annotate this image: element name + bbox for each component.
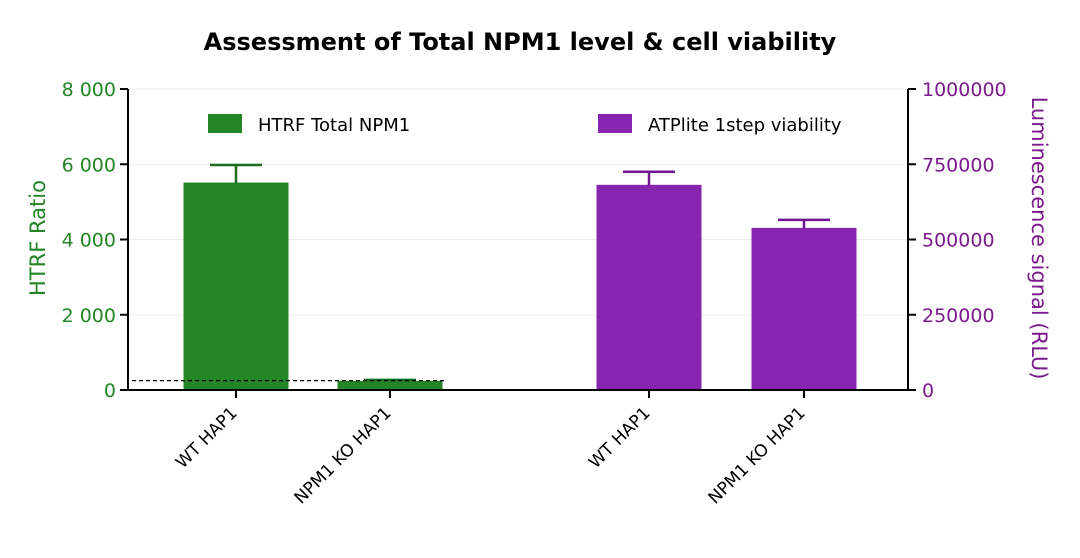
bar	[596, 184, 702, 391]
right-tick-label: 500000	[922, 230, 995, 252]
left-axis-label: HTRF Ratio	[26, 180, 50, 296]
bar	[751, 227, 857, 391]
category-label: NPM1 KO HAP1	[291, 403, 396, 508]
left-tick-label: 4 000	[62, 230, 116, 252]
right-axis-label: Luminescence signal (RLU)	[1027, 97, 1051, 380]
left-tick-label: 2 000	[62, 305, 116, 327]
left-tick-label: 6 000	[62, 154, 116, 176]
bar	[337, 380, 443, 391]
bars	[132, 163, 857, 391]
legend: HTRF Total NPM1 ATPlite 1step viability	[208, 114, 842, 136]
right-tick-label: 250000	[922, 305, 995, 327]
category-label: WT HAP1	[172, 403, 241, 472]
left-tick-label: 0	[104, 380, 116, 402]
legend-label: ATPlite 1step viability	[648, 115, 842, 136]
chart-title: Assessment of Total NPM1 level & cell vi…	[204, 28, 837, 56]
category-label: NPM1 KO HAP1	[705, 403, 810, 508]
left-tick-label: 8 000	[62, 79, 116, 101]
right-tick-label: 0	[922, 380, 934, 402]
legend-swatch	[208, 114, 242, 133]
category-label: WT HAP1	[585, 403, 654, 472]
legend-label: HTRF Total NPM1	[258, 115, 410, 136]
legend-swatch	[598, 114, 632, 133]
bar	[183, 182, 289, 391]
right-tick-label: 750000	[922, 154, 995, 176]
right-tick-label: 1000000	[922, 79, 1007, 101]
